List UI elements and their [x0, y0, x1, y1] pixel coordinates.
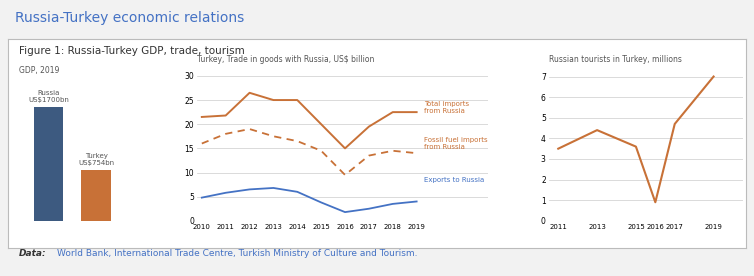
Text: Russia-Turkey economic relations: Russia-Turkey economic relations [15, 11, 244, 25]
Text: Fossil fuel imports
from Russia: Fossil fuel imports from Russia [424, 137, 487, 150]
Bar [81, 170, 111, 221]
Text: Exports to Russia: Exports to Russia [424, 177, 484, 183]
Text: Russia
US$1700bn: Russia US$1700bn [28, 89, 69, 102]
Text: Total imports
from Russia: Total imports from Russia [424, 100, 469, 114]
Text: Turkey
US$754bn: Turkey US$754bn [78, 153, 115, 166]
Text: Figure 1: Russia-Turkey GDP, trade, tourism: Figure 1: Russia-Turkey GDP, trade, tour… [19, 46, 244, 55]
Text: World Bank, International Trade Centre, Turkish Ministry of Culture and Tourism.: World Bank, International Trade Centre, … [57, 249, 417, 258]
Text: GDP, 2019: GDP, 2019 [19, 66, 60, 75]
Text: Data:: Data: [19, 249, 47, 258]
Text: Russian tourists in Turkey, millions: Russian tourists in Turkey, millions [549, 55, 682, 64]
Text: Turkey, Trade in goods with Russia, US$ billion: Turkey, Trade in goods with Russia, US$ … [197, 55, 375, 64]
Bar [34, 107, 63, 221]
